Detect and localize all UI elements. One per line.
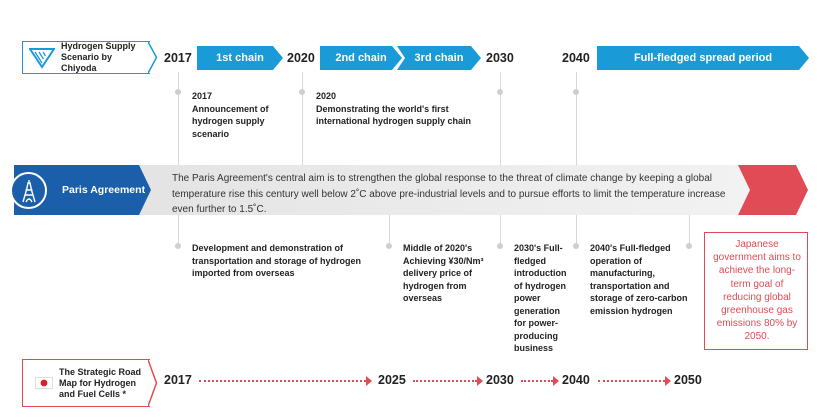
note-mid-2020s: Middle of 2020's Achieving ¥30/Nm³ deliv… xyxy=(403,243,484,303)
eiffel-tower-icon xyxy=(21,179,36,202)
chain-spread-label: Full-fledged spread period xyxy=(633,52,773,64)
guide-line-2040s xyxy=(576,215,577,248)
note-development: Development and demonstration of transpo… xyxy=(192,243,362,278)
chain-3rd-label: 3rd chain xyxy=(414,52,464,64)
marker-dot-mid2020 xyxy=(386,243,392,249)
roadmap-dotted-1 xyxy=(199,380,366,382)
guide-line-2020 xyxy=(302,72,303,165)
roadmap-arrowhead-1 xyxy=(366,376,372,386)
paris-band-grey xyxy=(120,165,760,215)
chain-1st-label: 1st chain xyxy=(216,52,264,64)
note-2017-text: Announcement of hydrogen supply scenario xyxy=(192,103,269,139)
chain-3rd: 3rd chain xyxy=(397,46,481,70)
note-2017-year: 2017 xyxy=(192,91,213,101)
roadmap-year-2017: 2017 xyxy=(164,373,192,387)
roadmap-box: The Strategic Road Map for Hydrogen and … xyxy=(22,359,150,407)
note-2020: 2020 Demonstrating the world's first int… xyxy=(316,90,486,128)
roadmap-title: The Strategic Road Map for Hydrogen and … xyxy=(59,366,142,399)
chiyoda-logo-icon xyxy=(29,47,55,69)
paris-agreement-text: The Paris Agreement's central aim is to … xyxy=(172,173,726,215)
hydrogen-box-arrow xyxy=(148,41,158,74)
japan-goal-box: Japanese government aims to achieve the … xyxy=(704,232,808,350)
roadmap-arrowhead-3 xyxy=(553,376,559,386)
chain-spread-period: Full-fledged spread period xyxy=(597,46,809,70)
guide-line-2050 xyxy=(689,215,690,248)
chain-2nd-label: 2nd chain xyxy=(335,52,387,64)
roadmap-dotted-4 xyxy=(598,380,665,382)
roadmap-year-2025: 2025 xyxy=(378,373,406,387)
marker-dot-2040s xyxy=(573,243,579,249)
marker-dot-2020 xyxy=(299,89,305,95)
note-2017: 2017 Announcement of hydrogen supply sce… xyxy=(192,90,292,140)
note-2030s: 2030's Full-fledged introduction of hydr… xyxy=(514,243,567,353)
roadmap-dotted-3 xyxy=(521,380,553,382)
marker-dot-2030 xyxy=(497,89,503,95)
guide-line-2030s xyxy=(500,215,501,248)
marker-dot-2050 xyxy=(686,243,692,249)
roadmap-year-2030: 2030 xyxy=(486,373,514,387)
top-year-2030: 2030 xyxy=(486,51,514,65)
japan-flag-icon xyxy=(35,377,53,389)
roadmap-arrowhead-4 xyxy=(665,376,671,386)
guide-line-mid2020 xyxy=(389,215,390,248)
guide-line-dev xyxy=(178,215,179,248)
hydrogen-scenario-title: Hydrogen Supply Scenario by Chiyoda xyxy=(61,41,136,73)
guide-line-2017 xyxy=(178,72,179,165)
marker-dot-2040 xyxy=(573,89,579,95)
roadmap-year-2050: 2050 xyxy=(674,373,702,387)
marker-dot-dev xyxy=(175,243,181,249)
guide-line-2030 xyxy=(500,72,501,165)
roadmap-year-2040: 2040 xyxy=(562,373,590,387)
roadmap-box-arrow xyxy=(148,359,158,407)
hydrogen-scenario-box: Hydrogen Supply Scenario by Chiyoda xyxy=(22,41,150,74)
paris-agreement-band xyxy=(0,165,820,215)
roadmap-dotted-2 xyxy=(413,380,477,382)
top-year-2040: 2040 xyxy=(562,51,590,65)
note-2020-year: 2020 xyxy=(316,91,337,101)
top-year-2017: 2017 xyxy=(164,51,192,65)
guide-line-2040 xyxy=(576,72,577,165)
note-2020-text: Demonstrating the world's first internat… xyxy=(316,103,472,127)
top-year-2020: 2020 xyxy=(287,51,315,65)
paris-agreement-label: Paris Agreement xyxy=(62,184,146,196)
chain-2nd: 2nd chain xyxy=(320,46,402,70)
marker-dot-2017 xyxy=(175,89,181,95)
marker-dot-2030s xyxy=(497,243,503,249)
japan-goal-text: Japanese government aims to achieve the … xyxy=(713,239,801,343)
note-2040s: 2040's Full-fledged operation of manufac… xyxy=(590,243,688,316)
roadmap-arrowhead-2 xyxy=(477,376,483,386)
chain-1st: 1st chain xyxy=(197,46,283,70)
paris-icon-circle xyxy=(10,172,47,209)
